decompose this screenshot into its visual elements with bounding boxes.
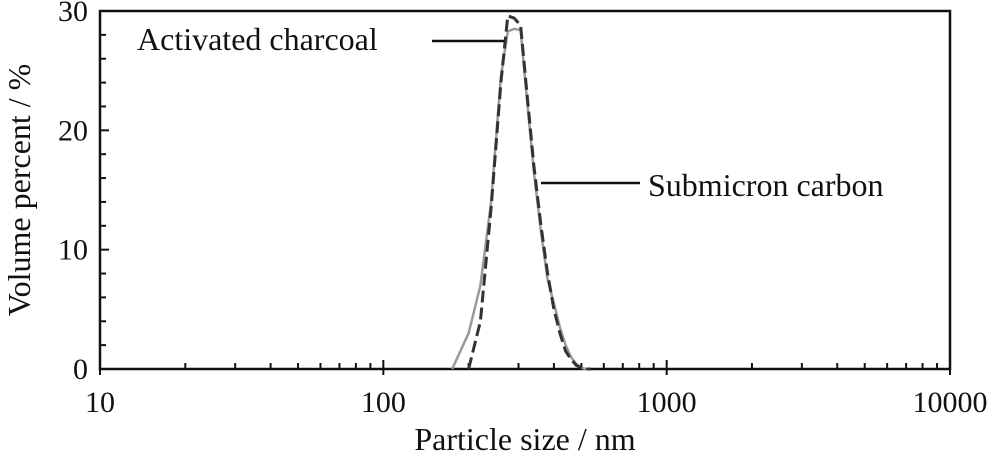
x-tick-label: 10: [85, 386, 115, 419]
y-tick-label: 0: [73, 353, 88, 386]
plot-frame: [98, 9, 952, 371]
y-tick-label: 10: [58, 234, 88, 267]
x-tick-label: 10000: [913, 386, 988, 419]
y-tick-label: 20: [58, 114, 88, 147]
series-layer: [451, 14, 591, 371]
y-tick-label: 30: [58, 0, 88, 28]
minor-ticks: [99, 10, 951, 375]
x-tick-labels: 10 100 1000 10000: [85, 386, 988, 419]
series-line-activated-charcoal: [467, 14, 591, 371]
x-tick-label: 100: [361, 386, 406, 419]
series-line-submicron-carbon: [451, 27, 587, 371]
annotation-submicron-carbon: Submicron carbon: [648, 167, 884, 203]
x-tick-label: 1000: [637, 386, 697, 419]
y-axis-title: Volume percent / %: [1, 64, 37, 317]
y-tick-labels: 0 10 20 30: [58, 0, 88, 386]
annotation-activated-charcoal: Activated charcoal: [137, 21, 378, 57]
x-axis-title: Particle size / nm: [414, 421, 635, 454]
annotation-layer: Activated charcoal Submicron carbon: [137, 21, 884, 203]
